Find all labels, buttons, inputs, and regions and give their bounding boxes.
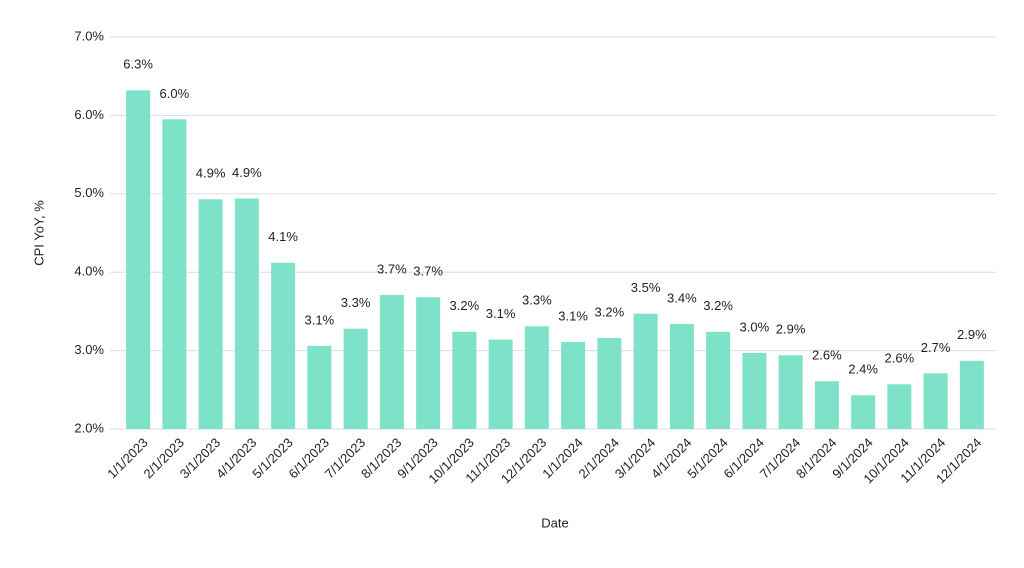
bar <box>669 323 694 429</box>
bar <box>198 199 223 429</box>
bar <box>343 328 368 429</box>
value-label: 3.1% <box>486 306 516 321</box>
y-tick-label: 6.0% <box>74 107 104 122</box>
y-tick-label: 5.0% <box>74 185 104 200</box>
x-axis-title: Date <box>541 515 568 530</box>
value-label: 3.5% <box>631 280 661 295</box>
value-label: 3.3% <box>522 293 552 308</box>
bar <box>126 90 151 429</box>
bar <box>923 373 948 429</box>
bar <box>234 198 259 429</box>
bar <box>778 355 803 429</box>
value-label: 6.0% <box>160 86 190 101</box>
bar <box>271 262 296 429</box>
y-tick-label: 3.0% <box>74 342 104 357</box>
value-label: 3.0% <box>740 319 770 334</box>
bar <box>597 338 622 429</box>
bar <box>742 352 767 429</box>
bar <box>706 331 731 429</box>
value-label: 3.2% <box>703 298 733 313</box>
value-label: 4.1% <box>268 229 298 244</box>
value-label: 2.7% <box>921 340 951 355</box>
bar <box>416 297 441 429</box>
bar <box>851 395 876 429</box>
value-label: 3.1% <box>305 312 335 327</box>
value-label: 2.6% <box>812 348 842 363</box>
value-label: 2.9% <box>957 327 987 342</box>
bar <box>633 313 658 429</box>
bar <box>887 384 912 429</box>
bar <box>524 326 549 429</box>
bar <box>307 345 332 429</box>
bar <box>452 331 477 429</box>
value-label: 3.7% <box>377 261 407 276</box>
value-label: 3.2% <box>595 304 625 319</box>
value-label: 4.9% <box>232 165 262 180</box>
value-label: 3.4% <box>667 290 697 305</box>
bar <box>814 381 839 429</box>
y-axis-title: CPI YoY, % <box>31 200 46 266</box>
value-label: 3.2% <box>450 298 480 313</box>
bar <box>379 294 404 429</box>
value-label: 2.4% <box>848 362 878 377</box>
value-label: 4.9% <box>196 166 226 181</box>
value-label: 2.6% <box>885 351 915 366</box>
y-tick-label: 4.0% <box>74 264 104 279</box>
value-label: 2.9% <box>776 322 806 337</box>
bar <box>561 341 586 429</box>
value-label: 6.3% <box>123 57 153 72</box>
y-tick-label: 7.0% <box>74 28 104 43</box>
value-label: 3.1% <box>558 308 588 323</box>
bar <box>959 360 984 429</box>
bar <box>162 119 187 429</box>
value-label: 3.7% <box>413 264 443 279</box>
value-label: 3.3% <box>341 295 371 310</box>
y-tick-label: 2.0% <box>74 420 104 435</box>
bar <box>488 339 513 429</box>
